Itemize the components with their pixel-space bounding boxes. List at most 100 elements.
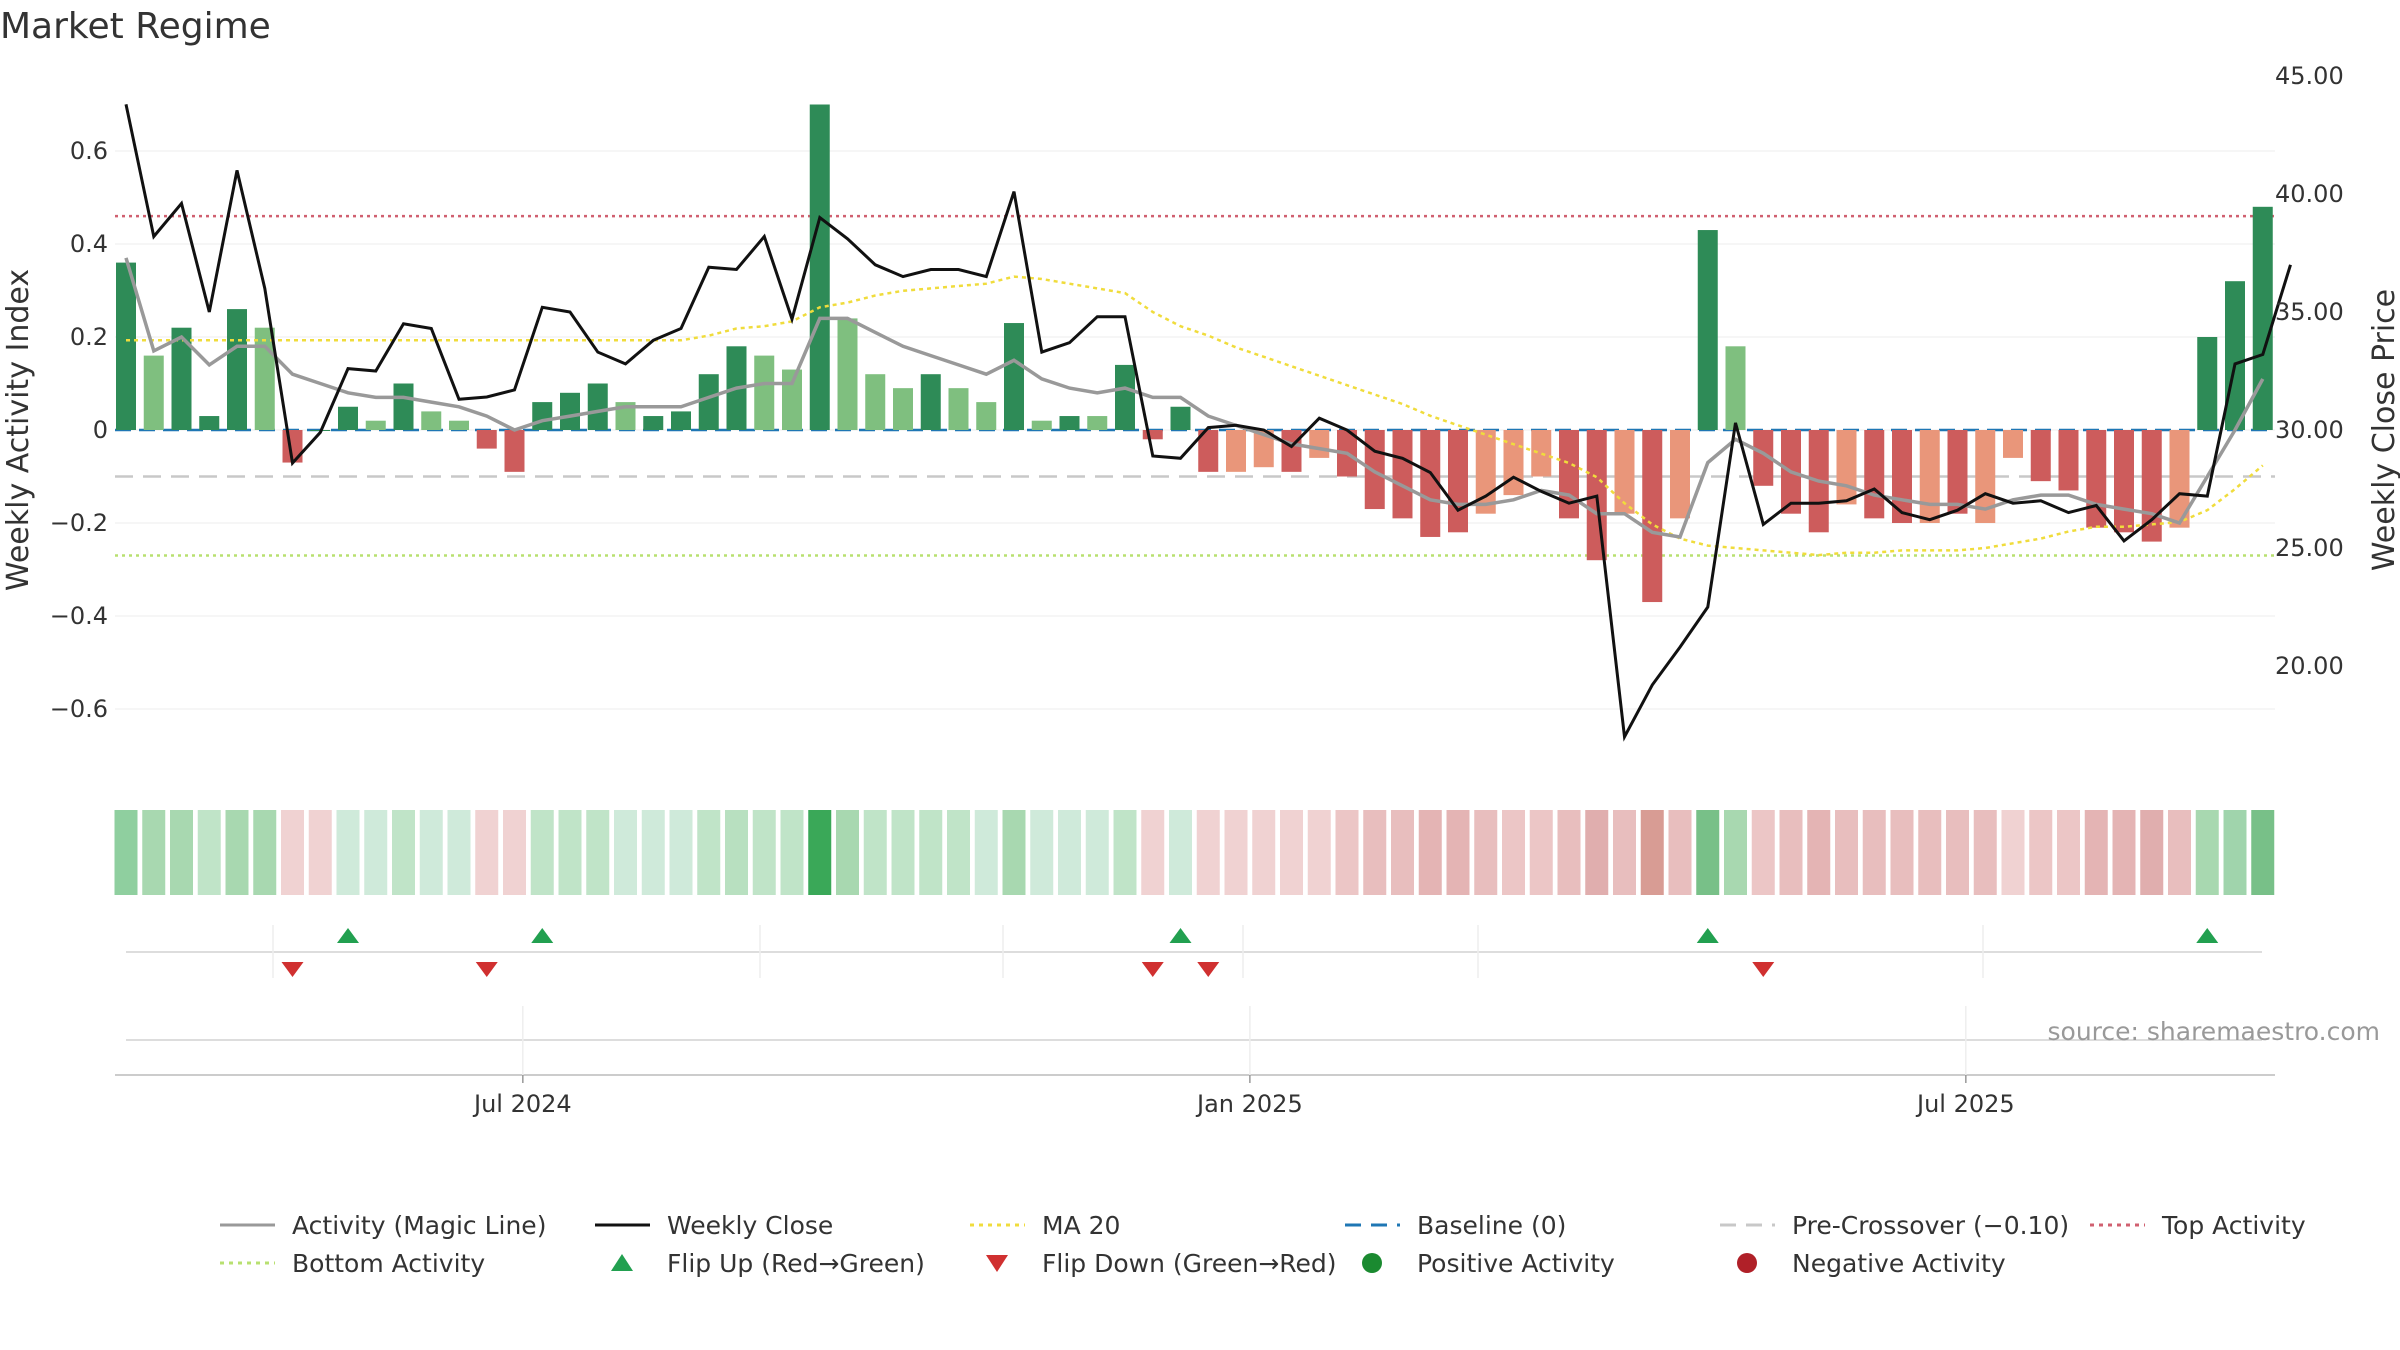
right-axis: 45.00 40.00 35.00 30.00 25.00 20.00 — [2275, 62, 2344, 680]
regime-cell — [1835, 810, 1858, 895]
regime-cell — [891, 810, 915, 895]
y2-axis-title: Weekly Close Price — [2367, 289, 2400, 571]
regime-cell — [808, 810, 832, 895]
regime-cell — [1141, 810, 1165, 895]
activity-bar — [976, 402, 997, 430]
activity-bar — [1697, 230, 1718, 430]
activity-bar — [2169, 430, 2190, 528]
legend-item: MA 20 — [970, 1211, 1120, 1240]
activity-bar — [1420, 430, 1441, 537]
regime-cell — [1391, 810, 1414, 895]
regime-cell — [1557, 810, 1581, 895]
activity-bar — [1281, 430, 1302, 472]
activity-bar — [476, 430, 497, 449]
activity-bar — [1364, 430, 1385, 510]
regime-cell — [447, 810, 471, 895]
flip-up-marker — [337, 928, 359, 943]
regime-cell — [1529, 810, 1553, 895]
regime-cell — [1335, 810, 1359, 895]
activity-bar — [1864, 430, 1885, 519]
activity-bar — [1448, 430, 1468, 533]
activity-bar — [2058, 430, 2079, 491]
legend-item: Negative Activity — [1737, 1249, 2006, 1278]
activity-bar — [1892, 430, 1912, 523]
activity-bar — [532, 402, 553, 430]
activity-bar — [809, 104, 830, 430]
legend-item: Pre-Crossover (−0.10) — [1720, 1211, 2069, 1240]
regime-cell — [475, 810, 499, 895]
legend-swatch — [611, 1254, 633, 1271]
legend-label: MA 20 — [1042, 1211, 1120, 1240]
y-tick-label: 0.2 — [70, 323, 108, 351]
activity-bar — [1725, 346, 1746, 430]
activity-bar — [1614, 430, 1635, 514]
legend-swatch — [1737, 1253, 1757, 1273]
regime-cell — [974, 810, 998, 895]
regime-cell — [586, 810, 610, 895]
y2-tick-label: 35.00 — [2275, 298, 2344, 326]
activity-bar — [754, 355, 775, 430]
activity-bar — [587, 383, 608, 430]
activity-bar — [504, 430, 525, 472]
activity-bar — [1059, 416, 1080, 430]
date-axis: Jul 2024 Jan 2025 Jul 2025 — [115, 1006, 2275, 1118]
legend-label: Positive Activity — [1417, 1249, 1615, 1278]
regime-cell — [114, 810, 138, 895]
y2-tick-label: 30.00 — [2275, 416, 2344, 444]
regime-cell — [1474, 810, 1498, 895]
legend: Activity (Magic Line) Weekly Close MA 20 Ba… — [220, 1211, 2306, 1278]
activity-bar — [1087, 416, 1108, 430]
activity-bar — [865, 374, 886, 430]
legend-label: Negative Activity — [1792, 1249, 2006, 1278]
regime-cell — [780, 810, 804, 895]
regime-cell — [336, 810, 360, 895]
regime-cell — [1085, 810, 1109, 895]
legend-label: Baseline (0) — [1417, 1211, 1566, 1240]
legend-item: Top Activity — [2090, 1211, 2306, 1240]
flip-up-marker — [2196, 928, 2219, 943]
regime-cell — [2029, 810, 2053, 895]
regime-cell — [2112, 810, 2136, 895]
regime-cell — [1030, 810, 1054, 895]
flip-down-marker — [281, 962, 304, 977]
regime-cell — [1890, 810, 1914, 895]
flip-down-marker — [1197, 962, 1220, 977]
regime-cell — [1918, 810, 1942, 895]
regime-cell — [863, 810, 887, 895]
magic-line — [124, 257, 2265, 539]
activity-bar — [143, 355, 164, 430]
y-tick-label: −0.6 — [50, 695, 108, 723]
reference-lines — [115, 214, 2275, 557]
legend-label: Bottom Activity — [292, 1249, 485, 1278]
regime-cell — [308, 810, 332, 895]
regime-cell — [1946, 810, 1969, 895]
regime-cell — [1724, 810, 1747, 895]
regime-cell — [2223, 810, 2247, 895]
regime-cell — [1224, 810, 1248, 895]
regime-cell — [170, 810, 193, 895]
activity-bar — [1392, 430, 1413, 519]
regime-cell — [697, 810, 721, 895]
activity-bar — [1753, 430, 1774, 486]
activity-bar — [1642, 430, 1663, 603]
flip-down-marker — [1752, 962, 1775, 977]
activity-bar — [2197, 337, 2218, 430]
activity-bar — [171, 327, 192, 430]
activity-bar — [671, 411, 691, 430]
y2-tick-label: 20.00 — [2275, 652, 2344, 680]
regime-cell — [1807, 810, 1831, 895]
y2-tick-label: 25.00 — [2275, 534, 2344, 562]
regime-cell — [614, 810, 637, 895]
activity-bar — [1226, 430, 1246, 472]
y2-tick-label: 45.00 — [2275, 62, 2344, 90]
y-tick-label: 0 — [93, 416, 108, 444]
flip-down-marker — [1141, 962, 1164, 977]
y-tick-label: 0.4 — [70, 230, 108, 258]
chart-title: Market Regime — [0, 6, 271, 47]
legend-item: Positive Activity — [1362, 1249, 1615, 1278]
regime-cell — [1585, 810, 1609, 895]
legend-item: Bottom Activity — [220, 1249, 485, 1278]
activity-bar — [1559, 430, 1579, 519]
regime-cell — [1280, 810, 1303, 895]
